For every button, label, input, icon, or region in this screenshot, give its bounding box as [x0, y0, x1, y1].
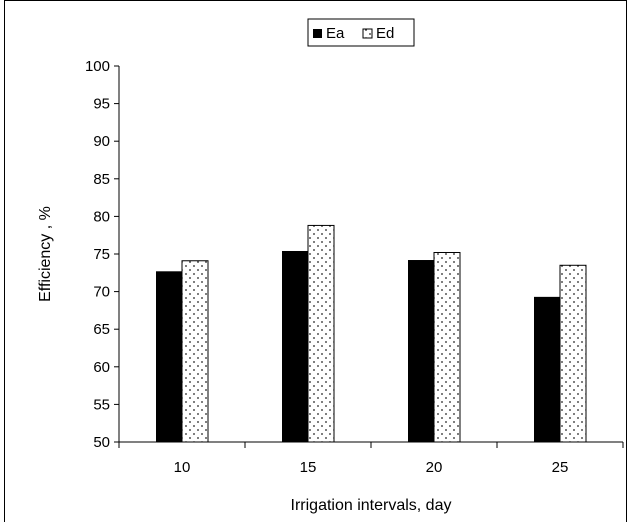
- y-tick-label: 100: [85, 58, 110, 75]
- legend-swatch-ea: [313, 29, 322, 38]
- y-tick-label: 65: [93, 321, 110, 338]
- y-axis-ticks: 50 55 60 65 70 75 80 85 90 95 100: [85, 58, 119, 451]
- y-tick-label: 50: [93, 434, 110, 451]
- y-tick-label: 75: [93, 246, 110, 263]
- bar-ea-15: [282, 250, 308, 442]
- legend: Ea Ed: [307, 18, 415, 47]
- bar-ed-25: [559, 264, 587, 443]
- y-tick-label: 60: [93, 359, 110, 376]
- legend-label-ed: Ed: [376, 25, 394, 42]
- bar-ea-25: [534, 296, 560, 442]
- chart-frame: [4, 0, 627, 522]
- x-axis-ticks: 10 15 20 25: [118, 442, 624, 476]
- bar-ed-20: [433, 251, 461, 443]
- y-tick-label: 90: [93, 133, 110, 150]
- y-tick-label: 85: [93, 171, 110, 188]
- x-tick-label: 20: [426, 459, 443, 476]
- bar-ea-10: [156, 271, 182, 442]
- y-tick-label: 80: [93, 208, 110, 225]
- x-tick-label: 15: [300, 459, 317, 476]
- y-axis-label: Efficiency , %: [37, 206, 54, 302]
- y-tick-label: 95: [93, 96, 110, 113]
- y-tick-label: 70: [93, 284, 110, 301]
- bar-ed-10: [181, 260, 209, 443]
- x-axis-label: Irrigation intervals, day: [291, 497, 452, 514]
- y-tick-label: 55: [93, 396, 110, 413]
- x-tick-label: 10: [174, 459, 191, 476]
- bars: [156, 224, 587, 443]
- x-tick-label: 25: [552, 459, 569, 476]
- legend-box: [307, 18, 415, 47]
- legend-swatch-ed: [362, 28, 373, 39]
- bar-ed-15: [307, 224, 335, 443]
- bar-ea-20: [408, 260, 434, 442]
- legend-label-ea: Ea: [326, 25, 345, 42]
